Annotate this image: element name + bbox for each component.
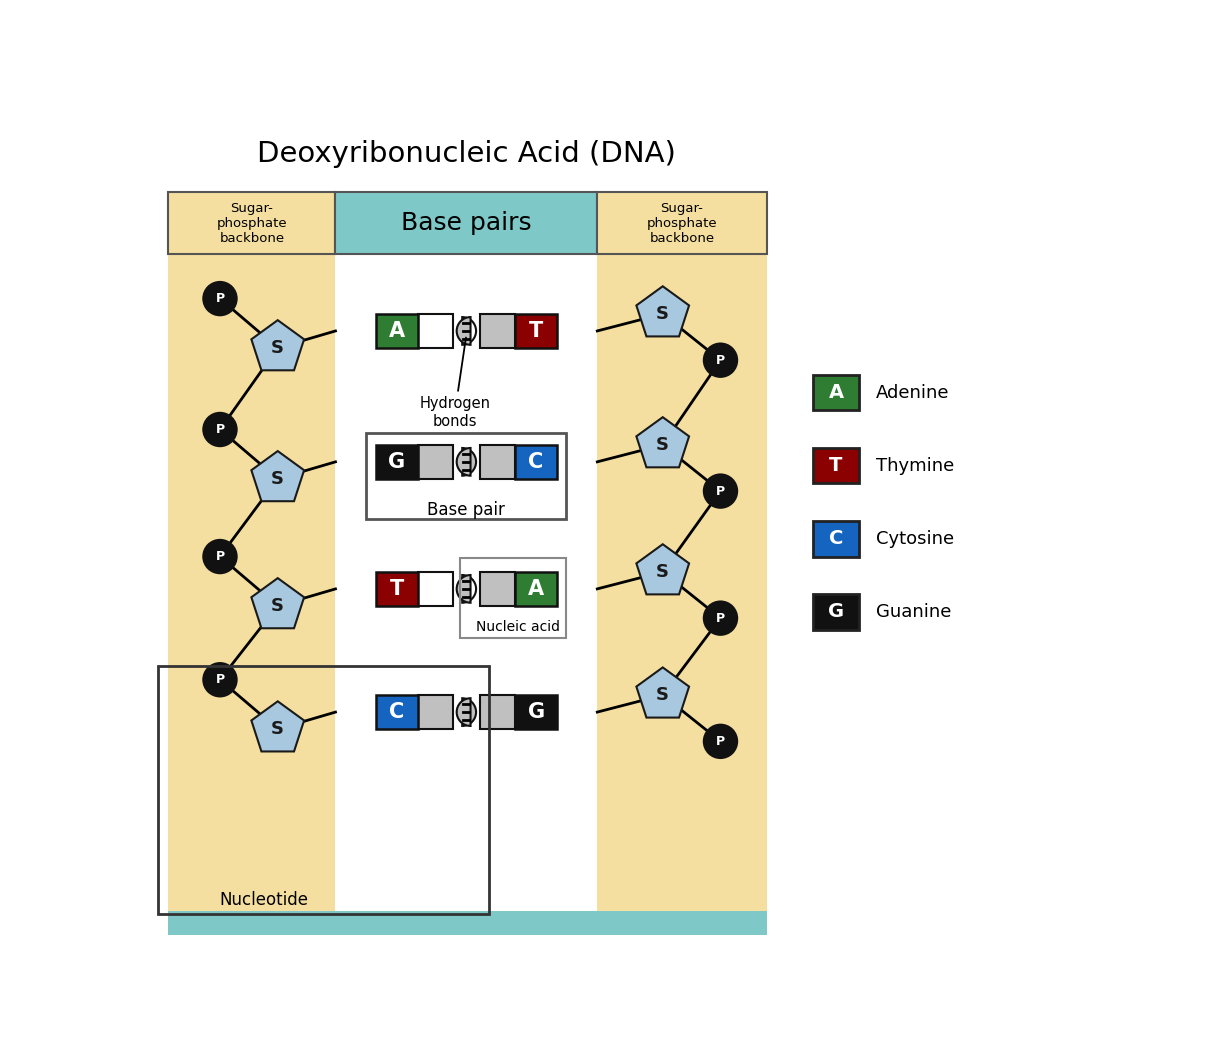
FancyBboxPatch shape: [168, 192, 336, 254]
Wedge shape: [457, 317, 470, 345]
FancyBboxPatch shape: [515, 314, 558, 348]
Text: P: P: [216, 674, 224, 686]
Polygon shape: [251, 701, 304, 751]
Text: S: S: [656, 686, 669, 704]
Text: C: C: [829, 530, 844, 549]
Text: Cytosine: Cytosine: [876, 530, 954, 548]
FancyBboxPatch shape: [598, 192, 767, 254]
Polygon shape: [636, 544, 690, 595]
FancyBboxPatch shape: [515, 695, 558, 729]
Text: Thymine: Thymine: [876, 457, 954, 475]
Text: Deoxyribonucleic Acid (DNA): Deoxyribonucleic Acid (DNA): [257, 140, 676, 168]
Text: Nucleotide: Nucleotide: [219, 891, 308, 909]
FancyBboxPatch shape: [418, 695, 452, 729]
FancyBboxPatch shape: [480, 695, 515, 729]
FancyBboxPatch shape: [813, 521, 859, 557]
Text: A: A: [528, 579, 544, 599]
FancyBboxPatch shape: [813, 448, 859, 483]
Text: Sugar-
phosphate
backbone: Sugar- phosphate backbone: [217, 202, 287, 245]
Text: G: G: [828, 602, 844, 621]
Text: P: P: [216, 550, 224, 563]
Text: C: C: [528, 452, 544, 472]
Text: Nucleic acid: Nucleic acid: [476, 620, 560, 635]
Text: Base pair: Base pair: [428, 500, 505, 518]
FancyBboxPatch shape: [813, 375, 859, 410]
Text: S: S: [656, 305, 669, 323]
Wedge shape: [457, 575, 470, 603]
FancyBboxPatch shape: [376, 572, 418, 605]
FancyBboxPatch shape: [418, 314, 452, 348]
Text: Hydrogen
bonds: Hydrogen bonds: [419, 337, 491, 429]
Text: S: S: [271, 597, 285, 615]
Text: G: G: [527, 702, 544, 722]
Text: T: T: [528, 321, 543, 341]
Circle shape: [202, 281, 238, 316]
Text: P: P: [716, 612, 725, 624]
Wedge shape: [462, 698, 476, 726]
Text: S: S: [271, 338, 285, 357]
FancyBboxPatch shape: [480, 445, 515, 479]
FancyBboxPatch shape: [168, 254, 336, 912]
Text: Adenine: Adenine: [876, 384, 949, 401]
FancyBboxPatch shape: [515, 572, 558, 605]
Polygon shape: [251, 321, 304, 370]
Wedge shape: [457, 698, 470, 726]
Text: G: G: [388, 452, 405, 472]
Text: P: P: [716, 485, 725, 497]
Text: P: P: [216, 423, 224, 436]
Wedge shape: [457, 448, 470, 476]
Text: P: P: [716, 354, 725, 367]
FancyBboxPatch shape: [168, 911, 767, 935]
Text: S: S: [271, 470, 285, 488]
Text: P: P: [716, 735, 725, 748]
Text: S: S: [271, 720, 285, 738]
FancyBboxPatch shape: [515, 445, 558, 479]
Polygon shape: [636, 286, 690, 336]
Wedge shape: [462, 448, 476, 476]
Text: C: C: [389, 702, 405, 722]
FancyBboxPatch shape: [336, 192, 598, 254]
Text: P: P: [216, 292, 224, 305]
Circle shape: [703, 343, 738, 378]
FancyBboxPatch shape: [376, 314, 418, 348]
Text: Guanine: Guanine: [876, 603, 951, 621]
Wedge shape: [462, 575, 476, 603]
Text: A: A: [389, 321, 405, 341]
Text: Base pairs: Base pairs: [401, 211, 532, 235]
Circle shape: [202, 539, 238, 574]
Text: Sugar-
phosphate
backbone: Sugar- phosphate backbone: [647, 202, 718, 245]
FancyBboxPatch shape: [376, 445, 418, 479]
Polygon shape: [251, 451, 304, 501]
Polygon shape: [251, 578, 304, 628]
FancyBboxPatch shape: [418, 572, 452, 605]
Text: S: S: [656, 563, 669, 581]
FancyBboxPatch shape: [813, 594, 859, 630]
FancyBboxPatch shape: [480, 572, 515, 605]
Circle shape: [202, 662, 238, 698]
Circle shape: [202, 412, 238, 448]
Polygon shape: [636, 417, 690, 468]
Text: T: T: [829, 456, 842, 475]
FancyBboxPatch shape: [598, 254, 767, 912]
Text: S: S: [656, 436, 669, 454]
FancyBboxPatch shape: [418, 445, 452, 479]
FancyBboxPatch shape: [480, 314, 515, 348]
FancyBboxPatch shape: [376, 695, 418, 729]
Polygon shape: [636, 667, 690, 718]
Text: A: A: [829, 383, 844, 403]
Circle shape: [703, 724, 738, 759]
Circle shape: [703, 473, 738, 509]
Circle shape: [703, 600, 738, 636]
Text: T: T: [389, 579, 404, 599]
Wedge shape: [462, 317, 476, 345]
